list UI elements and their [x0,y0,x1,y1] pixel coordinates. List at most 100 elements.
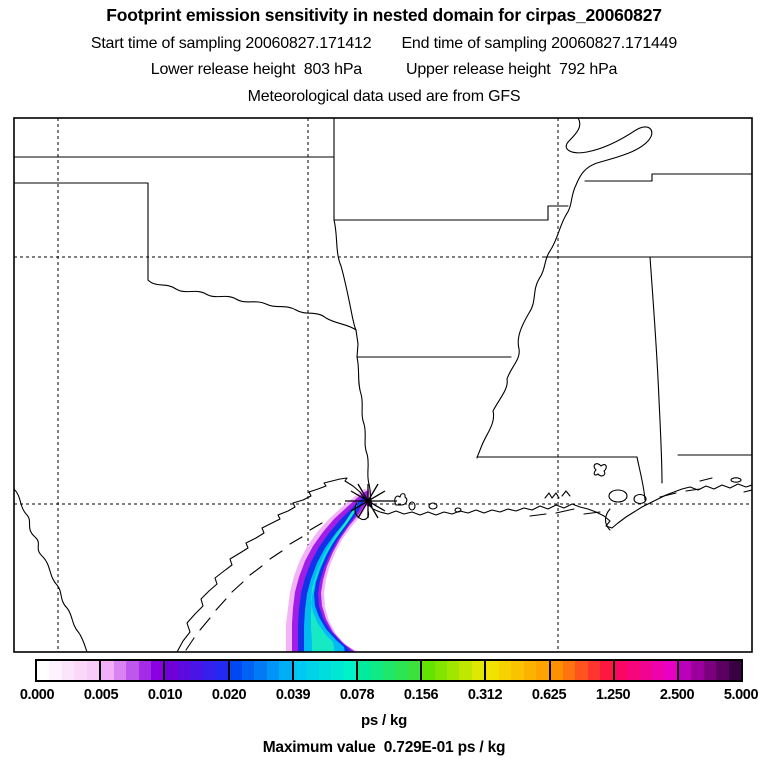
marsh-squiggles [544,490,571,499]
receptor-marker-asterisk [345,483,397,519]
colorbar-cell [511,661,524,680]
colorbar-cell [703,661,717,680]
colorbar-cell [407,661,421,680]
coastline-la-ms [368,483,752,529]
colorbar-cell [639,661,652,680]
colorbar-cell [138,661,151,680]
colorbar-cell [678,661,692,680]
colorbar-cell [652,661,665,680]
lake-calcasieu [408,501,416,511]
plume-layer-turquoise [311,500,359,652]
colorbar-cell [150,661,164,680]
map-frame [13,117,753,653]
colorbar-cell [498,661,512,680]
colorbar-cell [550,661,563,680]
colorbar-cell [177,661,191,680]
border-tx-ar [355,329,359,358]
colorbar-block [227,661,292,680]
colorbar-cell [587,661,601,680]
colorbar-cell [165,661,178,680]
colorbar-block [37,661,100,680]
colorbar-cell [242,661,255,680]
colorbar-tick-label: 0.078 [339,687,375,703]
colorbar-cell [395,661,408,680]
barrier-islands-texas [185,522,323,651]
colorbar-cell [126,661,139,680]
colorbar-cell [74,661,87,680]
colorbar-cell [49,661,62,680]
colorbar-cell [523,661,537,680]
river-sabine [356,356,373,508]
end-time-text: End time of sampling 20060827.171449 [401,35,678,52]
colorbar-tick-label: 0.010 [147,687,183,703]
river-red [147,279,357,331]
coastline-texas [176,477,370,652]
island-small-3 [730,477,742,483]
lake-borgne [633,493,647,505]
river-rio-grande [14,488,88,652]
colorbar-block [484,661,549,680]
colorbar-cell [37,661,50,680]
colorbar-cell [728,661,742,680]
colorbar-cell [486,661,499,680]
colorbar-cell [459,661,472,680]
colorbar-cell [331,661,344,680]
map-geography [14,118,752,652]
page-title: Footprint emission sensitivity in nested… [106,5,662,25]
colorbar-cell [664,661,677,680]
colorbar-cell [254,661,267,680]
colorbar-tick-label: 0.625 [531,687,567,703]
river-pearl [636,456,646,501]
colorbar-cell [318,661,332,680]
colorbar-cell [471,661,485,680]
island-duck [394,493,408,506]
colorbar [35,659,743,682]
colorbar-cell [113,661,127,680]
colorbar-cell [229,661,242,680]
footprint-plume [286,489,373,652]
border-ms-al [649,256,663,484]
colorbar-cell [575,661,588,680]
barrier-islands-la [529,477,752,517]
colorbar-cell [61,661,75,680]
plume-layer-cyan [304,497,363,652]
graticule-gridlines [14,118,752,652]
release-heights-line: Lower release height 803 hPa Upper relea… [0,61,768,79]
sampling-times-line: Start time of sampling 20060827.171412 E… [0,35,768,53]
colorbar-unit-label: ps / kg [360,712,408,729]
colorbar-tick-label: 5.000 [723,687,759,703]
lake-pontchartrain [608,489,628,503]
colorbar-block [291,661,356,680]
river-mississippi [476,118,653,459]
colorbar-cell [562,661,576,680]
colorbar-cell [357,661,371,680]
colorbar-cell [306,661,319,680]
colorbar-block [676,661,742,680]
lower-release-text: Lower release height 803 hPa [150,61,362,78]
colorbar-cell [434,661,447,680]
swamp-blob [593,463,607,477]
colorbar-cell [279,661,292,680]
delta-arc [604,508,611,531]
colorbar-block [612,661,677,680]
colorbar-cell [101,661,114,680]
island-small-1 [428,502,438,510]
colorbar-tick-label: 0.156 [403,687,439,703]
met-source-line: Meteorological data used are from GFS [0,88,768,106]
colorbar-cell [343,661,356,680]
colorbar-cell [215,661,228,680]
colorbar-cell [600,661,613,680]
max-value-label: Maximum value 0.729E-01 ps / kg [262,739,506,756]
colorbar-cell [202,661,216,680]
start-time-text: Start time of sampling 20060827.171412 [90,35,372,52]
upper-release-text: Upper release height 792 hPa [406,61,618,78]
colorbar-cell [716,661,729,680]
met-source-text: Meteorological data used are from GFS [247,88,521,105]
colorbar-block [163,661,228,680]
colorbar-block [548,661,613,680]
colorbar-cell [293,661,307,680]
colorbar-cell [370,661,383,680]
colorbar-block [355,661,421,680]
